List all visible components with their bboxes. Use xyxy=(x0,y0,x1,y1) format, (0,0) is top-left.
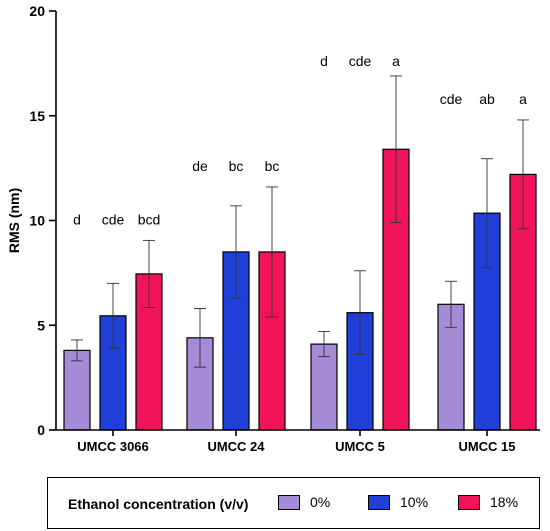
significance-letter-0-1: cde xyxy=(102,211,125,227)
legend-item-2: 18% xyxy=(458,494,518,510)
x-tick-label: UMCC 15 xyxy=(458,439,515,454)
bar-0-0 xyxy=(63,349,91,431)
y-tick-label: 10 xyxy=(29,213,45,229)
legend-swatch-0 xyxy=(278,494,300,510)
significance-letter-1-0: de xyxy=(192,158,208,174)
x-tick-label: UMCC 5 xyxy=(335,439,385,454)
significance-letter-3-0: cde xyxy=(440,91,463,107)
x-tick-label: UMCC 3066 xyxy=(77,439,149,454)
legend-label-0: 0% xyxy=(310,494,331,510)
significance-letter-3-2: a xyxy=(519,91,527,107)
significance-letter-1-1: bc xyxy=(229,158,244,174)
legend-label-1: 10% xyxy=(400,494,429,510)
legend-label-2: 18% xyxy=(490,494,519,510)
legend: Ethanol concentration (v/v) 0% 10% 18% xyxy=(47,477,540,529)
y-tick-label: 15 xyxy=(29,108,45,124)
legend-item-1: 10% xyxy=(368,494,428,510)
significance-letter-2-1: cde xyxy=(349,53,372,69)
legend-title: Ethanol concentration (v/v) xyxy=(68,496,249,512)
x-tick-label: UMCC 24 xyxy=(207,439,265,454)
legend-swatch-2 xyxy=(458,494,480,510)
significance-letter-0-0: d xyxy=(73,211,81,227)
significance-letter-1-2: bc xyxy=(265,158,280,174)
significance-letter-3-1: ab xyxy=(479,91,495,107)
y-tick-label: 0 xyxy=(37,422,45,438)
y-tick-label: 5 xyxy=(37,317,45,333)
legend-swatch-1 xyxy=(368,494,390,510)
significance-letter-2-2: a xyxy=(392,53,400,69)
legend-item-0: 0% xyxy=(278,494,330,510)
y-axis-label: RMS (nm) xyxy=(6,188,22,253)
significance-letter-2-0: d xyxy=(320,53,328,69)
y-tick-label: 20 xyxy=(29,3,45,19)
significance-letter-0-2: bcd xyxy=(138,211,161,227)
